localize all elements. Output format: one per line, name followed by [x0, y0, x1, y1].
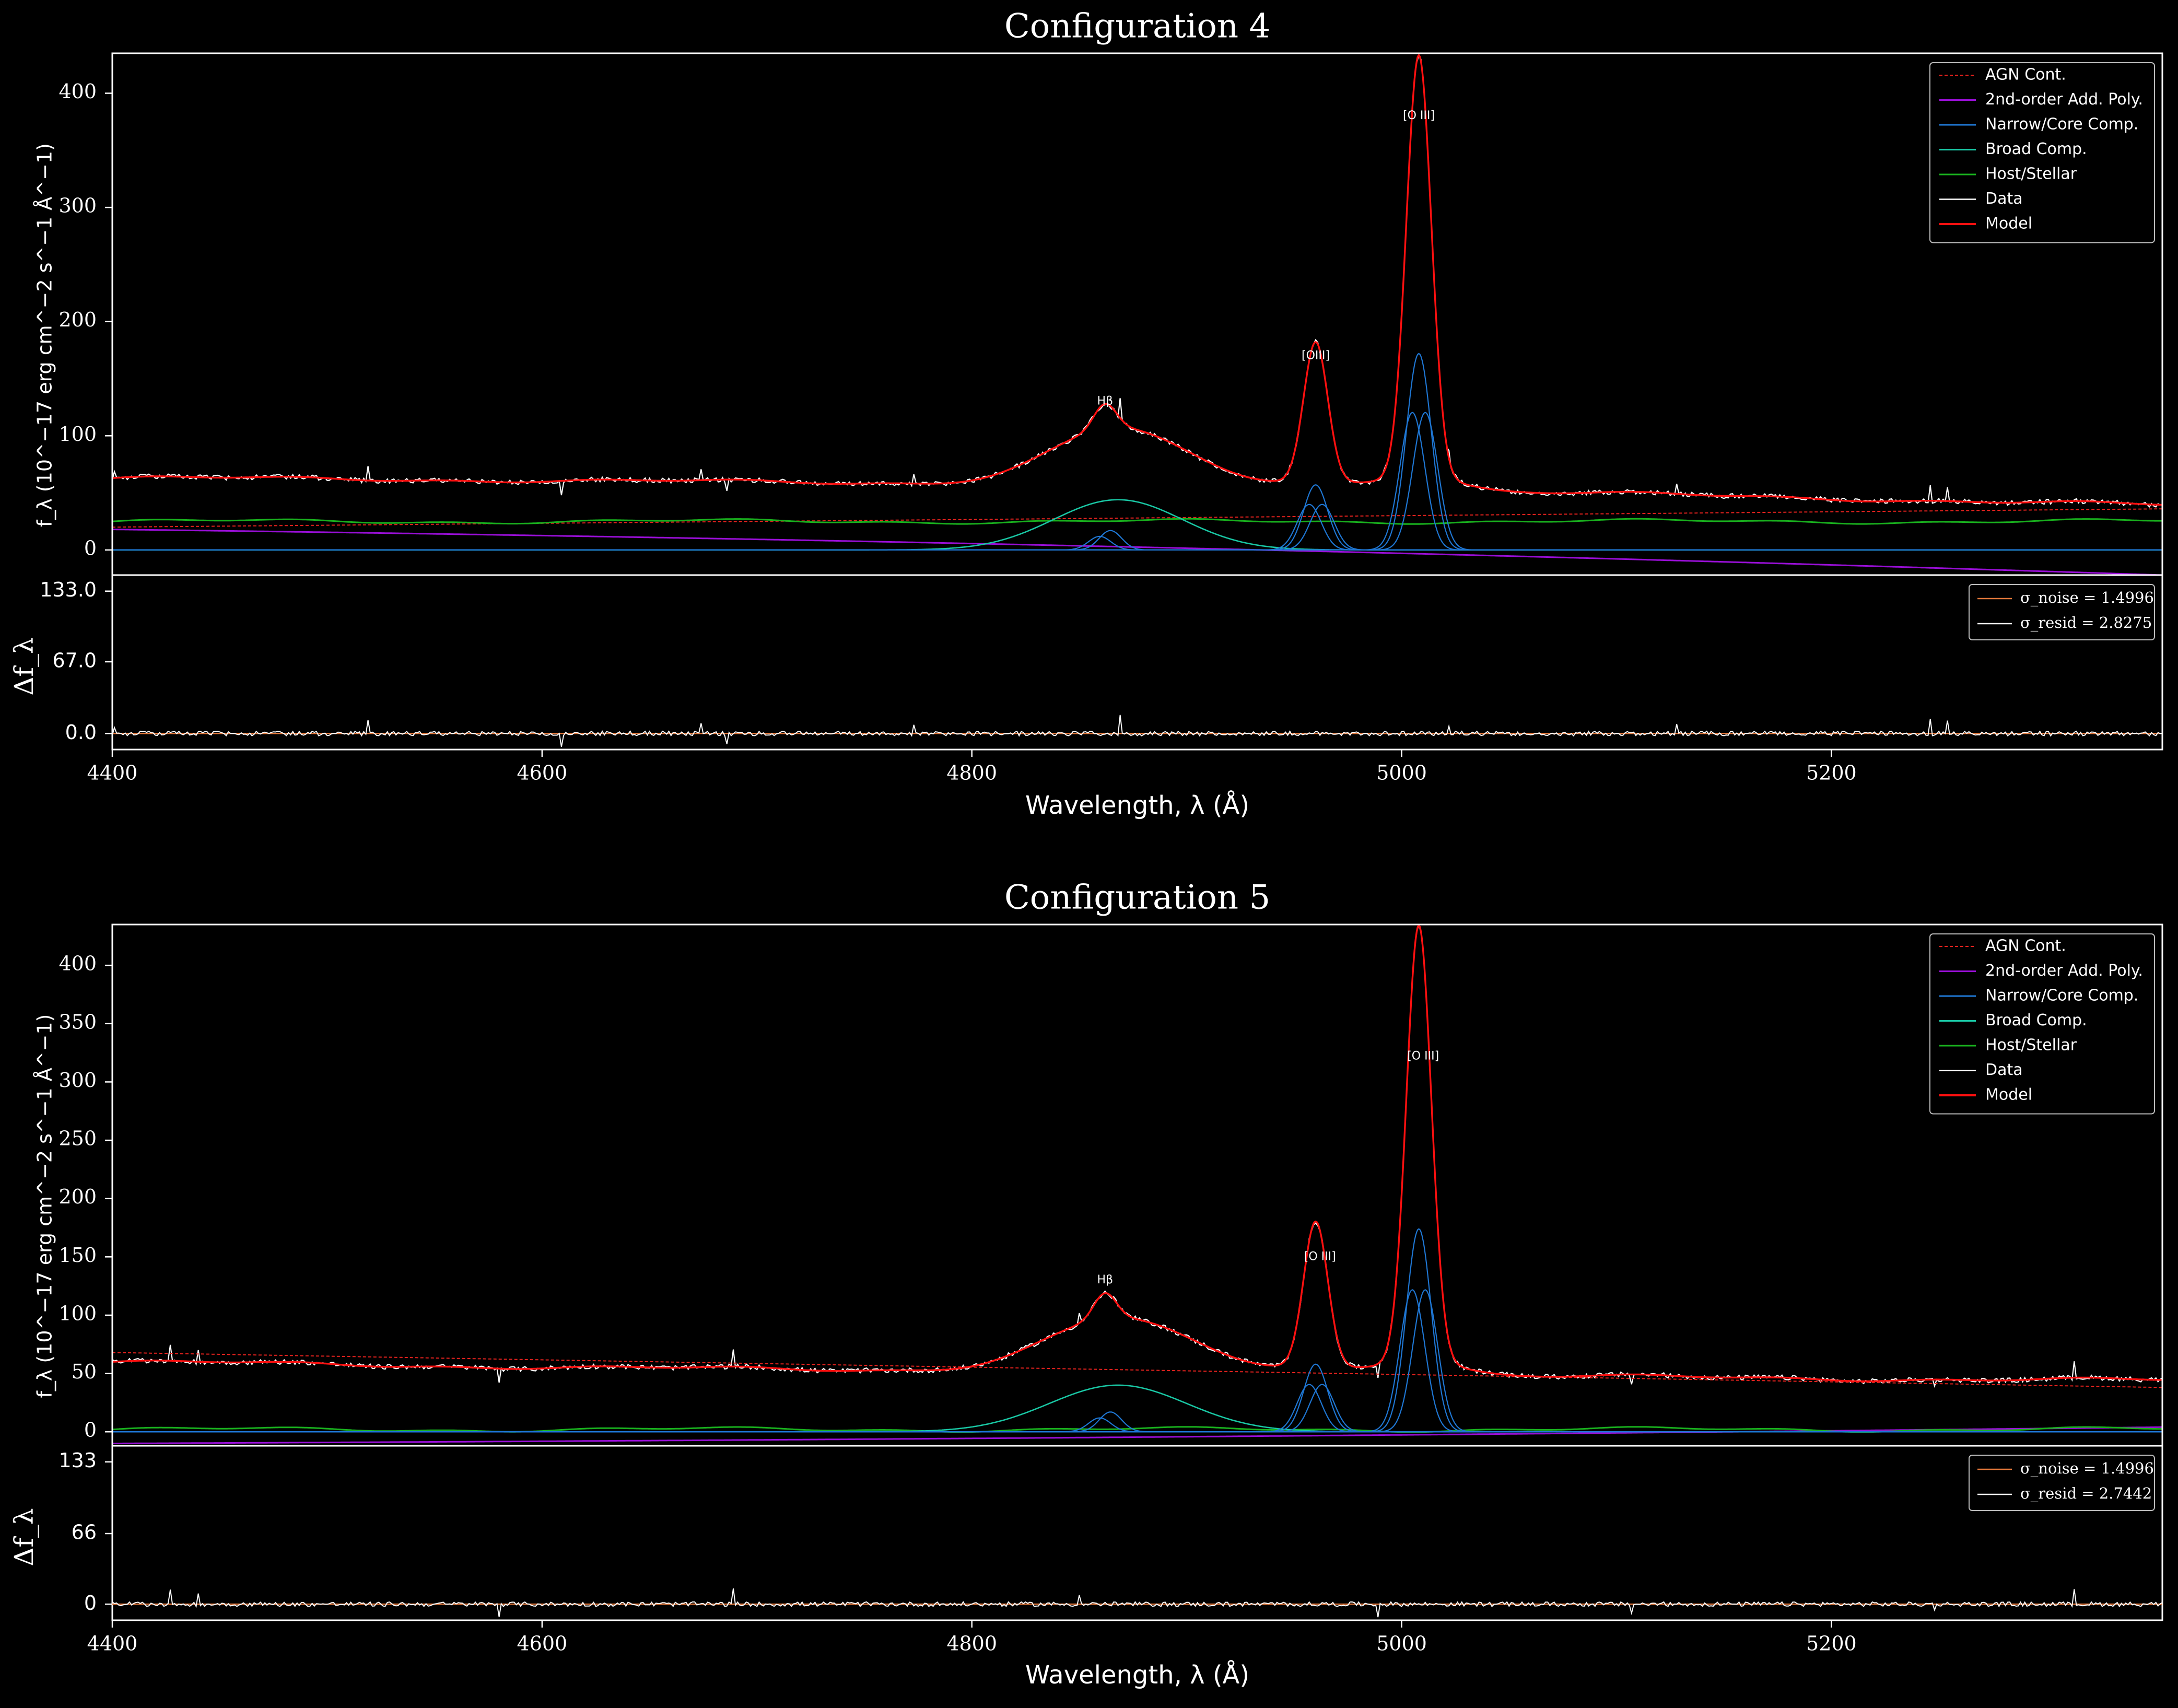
- x-tick-label: 5000: [1376, 1632, 1427, 1655]
- legend-label: 2nd-order Add. Poly.: [1985, 90, 2143, 109]
- legend-box: [1929, 933, 2155, 1115]
- figure-configuration-5: Configuration 5 Hβ [O III] [O III] 0 50 100 150…: [9, 879, 2163, 1690]
- legend: AGN Cont. 2nd-order Add. Poly. Narrow/Core…: [1929, 933, 2155, 1115]
- y-tick-label: 300: [58, 194, 97, 217]
- legend-label: AGN Cont.: [1985, 66, 2066, 84]
- x-tick-label: 4400: [87, 1632, 138, 1655]
- legend-label: Host/Stellar: [1985, 165, 2077, 183]
- residual-legend: σ_noise = 1.4996 σ_resid = 2.8275: [1969, 584, 2155, 640]
- legend-box: [1929, 62, 2155, 243]
- series-residual: [112, 715, 2162, 747]
- y-tick-label: 0: [84, 1419, 97, 1442]
- x-tick-label: 5000: [1376, 762, 1427, 785]
- series-model: [112, 925, 2162, 1383]
- y-tick-label: 100: [58, 1302, 97, 1325]
- resid-y-tick-label: 67.0: [52, 649, 97, 672]
- residual-legend-box: [1969, 584, 2155, 640]
- line-label: Hβ: [1097, 395, 1113, 408]
- resid-y-tick-label: 133: [58, 1449, 97, 1472]
- series-residual: [112, 1588, 2162, 1618]
- x-tick-label: 4400: [87, 762, 138, 785]
- resid-y-tick-label: 0.0: [65, 721, 97, 744]
- legend-label: Model: [1985, 215, 2032, 233]
- series-host-stellar: [112, 1426, 2162, 1433]
- y-tick-label: 400: [58, 952, 97, 975]
- y-tick-label: 250: [58, 1127, 97, 1150]
- residual-y-axis-label: Δf_λ: [9, 637, 39, 695]
- x-axis-label: Wavelength, λ (Å): [1025, 790, 1249, 820]
- legend-label: Narrow/Core Comp.: [1985, 115, 2138, 134]
- residual-plot-lines: [112, 1588, 2162, 1618]
- line-label: Hβ: [1097, 1273, 1113, 1286]
- legend-label: Data: [1985, 190, 2023, 208]
- line-label: [O III]: [1304, 1250, 1336, 1263]
- y-tick-label: 300: [58, 1069, 97, 1092]
- series-additive-polynomial: [112, 529, 2162, 575]
- residual-y-axis-label: Δf_λ: [9, 1508, 39, 1566]
- residual-legend-label: σ_resid = 2.8275: [2020, 614, 2152, 632]
- legend-label: Data: [1985, 1061, 2023, 1079]
- y-tick-label: 200: [58, 308, 97, 331]
- residual-legend-box: [1969, 1455, 2155, 1511]
- main-plot-lines: [112, 53, 2162, 575]
- legend-label: Host/Stellar: [1985, 1036, 2077, 1055]
- chart-title: Configuration 5: [1004, 879, 1270, 917]
- resid-y-tick-label: 133.0: [40, 578, 97, 601]
- y-tick-label: 400: [58, 80, 97, 103]
- line-label: [OIII]: [1302, 349, 1330, 362]
- resid-y-tick-label: 0: [84, 1592, 97, 1615]
- series-narrow-component: [112, 1289, 2162, 1433]
- legend-label: Broad Comp.: [1985, 1011, 2087, 1030]
- x-tick-label: 5200: [1806, 1632, 1857, 1655]
- x-axis-label: Wavelength, λ (Å): [1025, 1660, 1249, 1690]
- y-tick-label: 100: [58, 423, 97, 446]
- series-agn-continuum: [112, 508, 2162, 528]
- residual-legend-label: σ_noise = 1.4996: [2020, 1459, 2154, 1478]
- legend-label: 2nd-order Add. Poly.: [1985, 962, 2143, 980]
- legend: AGN Cont. 2nd-order Add. Poly. Narrow/Core…: [1929, 62, 2155, 243]
- line-label: [O III]: [1403, 109, 1435, 122]
- legend-label: Model: [1985, 1086, 2032, 1104]
- x-tick-label: 4600: [517, 762, 567, 785]
- x-tick-label: 4800: [946, 1632, 997, 1655]
- y-axis-label: f_λ (10^−17 erg cm^−2 s^−1 Å^−1): [33, 143, 56, 527]
- residual-plot-lines: [112, 715, 2162, 747]
- series-agn-continuum: [112, 1352, 2162, 1388]
- series-narrow-component: [112, 412, 2162, 551]
- y-tick-label: 50: [72, 1360, 97, 1383]
- legend-label: Narrow/Core Comp.: [1985, 987, 2138, 1005]
- x-tick-label: 4600: [517, 1632, 567, 1655]
- resid-y-tick-label: 66: [72, 1521, 97, 1544]
- line-label: [O III]: [1407, 1049, 1439, 1062]
- x-tick-label: 5200: [1806, 762, 1857, 785]
- residual-legend-label: σ_noise = 1.4996: [2020, 589, 2154, 607]
- residual-legend: σ_noise = 1.4996 σ_resid = 2.7442: [1969, 1455, 2155, 1511]
- y-tick-label: 200: [58, 1185, 97, 1208]
- y-tick-label: 0: [84, 536, 97, 559]
- residual-legend-label: σ_resid = 2.7442: [2020, 1484, 2152, 1503]
- y-tick-label: 350: [58, 1010, 97, 1033]
- x-tick-label: 4800: [946, 762, 997, 785]
- series-model: [112, 53, 2162, 506]
- main-plot-lines: [112, 925, 2162, 1444]
- figure-configuration-4: Configuration 4 Hβ [OIII] [O III] 0 100 200 300…: [9, 7, 2163, 820]
- series-host-stellar: [112, 518, 2162, 525]
- legend-label: AGN Cont.: [1985, 937, 2066, 955]
- legend-label: Broad Comp.: [1985, 140, 2087, 158]
- y-axis-label: f_λ (10^−17 erg cm^−2 s^−1 Å^−1): [33, 1014, 56, 1398]
- y-tick-label: 150: [58, 1244, 97, 1267]
- chart-title: Configuration 4: [1004, 7, 1270, 46]
